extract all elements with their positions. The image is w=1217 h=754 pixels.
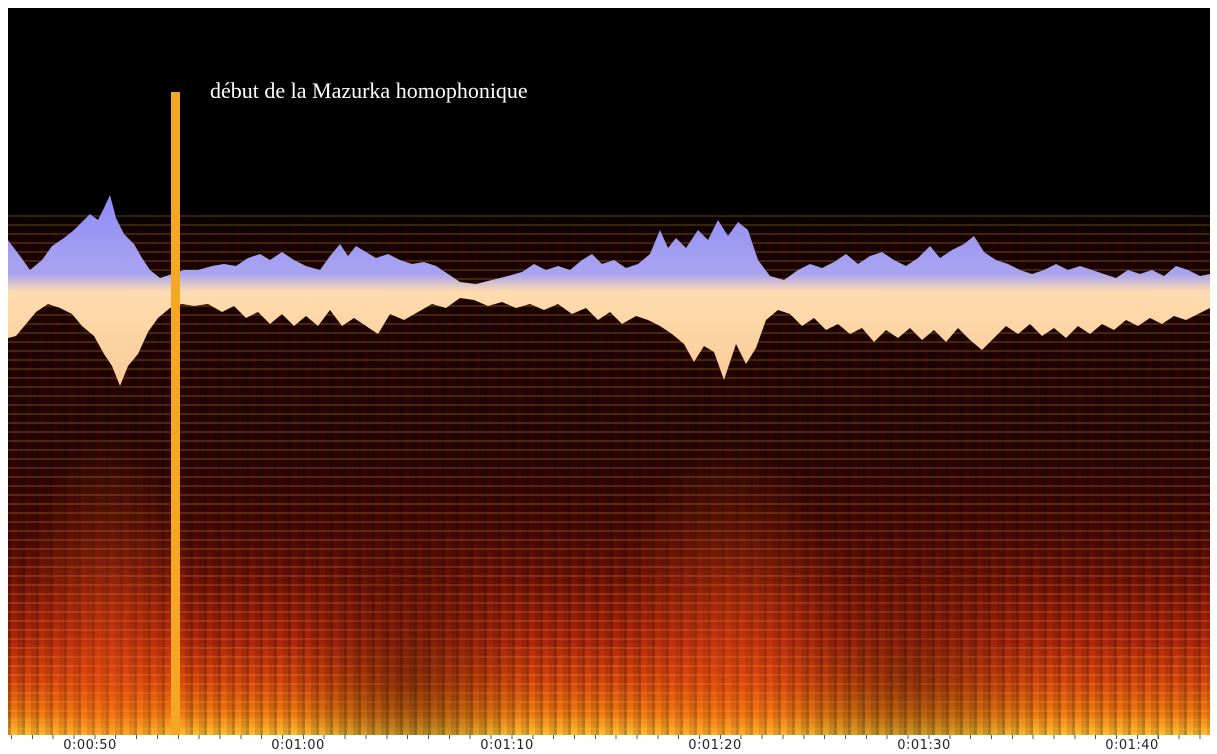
time-label: 0:01:00 [271,738,325,753]
annotation-marker[interactable] [171,92,180,735]
spectrogram-pane: début de la Mazurka homophonique [8,8,1210,735]
time-label: 0:01:30 [897,738,951,753]
time-label: 0:01:40 [1105,738,1159,753]
annotation-text: début de la Mazurka homophonique [210,78,528,103]
time-label: 0:00:50 [63,738,117,753]
time-label: 0:01:20 [688,738,742,753]
waveform-envelope [8,195,1210,386]
waveform [8,195,1210,386]
time-ruler [8,735,1210,754]
time-label: 0:01:10 [480,738,534,753]
